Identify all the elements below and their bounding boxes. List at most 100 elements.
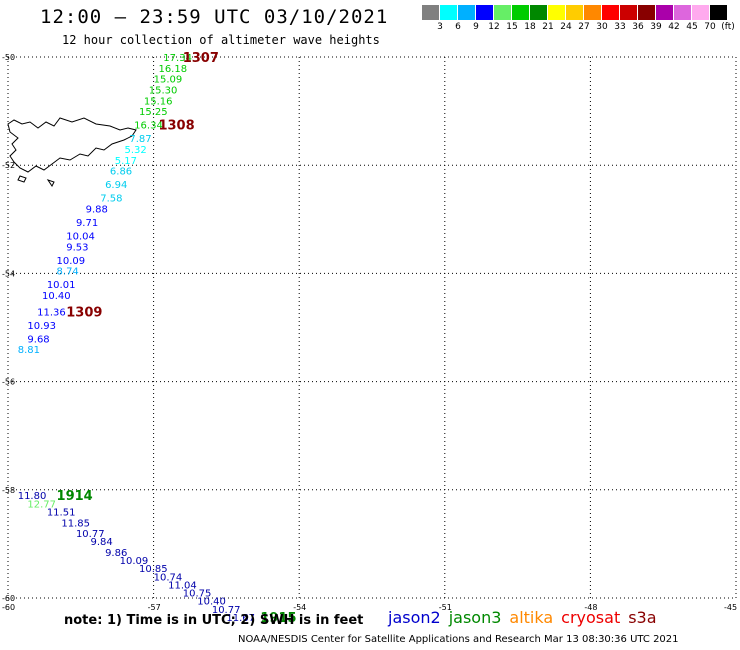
lat-tick-label: -58	[2, 486, 15, 495]
wave-height-value: 11.04	[168, 580, 197, 591]
lon-tick-label: -48	[584, 603, 597, 612]
wave-height-value: 7.58	[100, 194, 122, 205]
lat-lon-grid	[7, 56, 737, 599]
wave-height-value: 10.75	[183, 589, 212, 600]
legend-swatch	[458, 5, 475, 20]
satellite-cryosat: cryosat	[561, 608, 621, 627]
lon-tick-label: -57	[148, 603, 161, 612]
wave-height-value: 16.34	[134, 121, 163, 132]
wave-height-value: 6.86	[110, 167, 132, 178]
wave-height-value: 6.94	[105, 180, 127, 191]
credit-line: NOAA/NESDIS Center for Satellite Applica…	[238, 634, 679, 645]
legend-label: 36	[632, 22, 644, 32]
legend-label: 27	[578, 22, 590, 32]
wave-height-value: 15.16	[144, 96, 173, 107]
pass-number: 1307	[183, 51, 219, 66]
legend-label: 33	[614, 22, 626, 32]
map-subtitle: 12 hour collection of altimeter wave hei…	[62, 33, 380, 47]
footnote: note: 1) Time is in UTC; 2) SWH is in fe…	[64, 613, 364, 628]
falkland-islands-coastline	[7, 117, 137, 187]
wave-height-value: 16.18	[158, 64, 187, 75]
legend-label: 18	[524, 22, 536, 32]
legend-label: (ft)	[721, 22, 735, 32]
wave-height-value: 7.87	[129, 134, 151, 145]
legend-swatch	[584, 5, 601, 20]
wave-height-value: 11.85	[61, 518, 90, 529]
wave-height-value: 11.51	[47, 507, 76, 518]
wave-height-value: 10.85	[139, 564, 168, 575]
lat-tick-label: -50	[2, 53, 15, 62]
wave-height-value: 10.09	[57, 256, 86, 267]
wave-height-value: 15.25	[139, 107, 168, 118]
satellite-jason3: jason3	[448, 608, 502, 627]
wave-height-value: 11.67	[226, 613, 255, 624]
coastline-shape	[7, 117, 137, 173]
satellite-altika: altika	[509, 608, 554, 627]
wave-height-value: 17.34	[163, 53, 192, 64]
legend-swatch	[710, 5, 727, 20]
wave-height-value: 15.09	[154, 75, 183, 86]
lon-tick-label: -45	[724, 603, 737, 612]
wave-height-value: 11.80	[18, 491, 47, 502]
legend-label: 24	[560, 22, 572, 32]
wave-height-value: 10.01	[47, 280, 76, 291]
wave-height-value: 10.04	[66, 232, 95, 243]
satellite-s3a: s3a	[628, 608, 657, 627]
lat-tick-label: -52	[2, 161, 15, 170]
pass-number: 1308	[158, 119, 194, 134]
lat-tick-label: -56	[2, 378, 15, 387]
legend-swatch	[494, 5, 511, 20]
wave-height-labels: 17.3416.1815.0915.3015.1615.2516.347.875…	[18, 53, 255, 624]
legend-swatch	[512, 5, 529, 20]
legend-swatch	[440, 5, 457, 20]
wave-height-value: 8.74	[57, 267, 79, 278]
legend-label: 39	[650, 22, 662, 32]
legend-label: 21	[542, 22, 554, 32]
legend-label: 42	[668, 22, 680, 32]
wave-height-value: 9.84	[91, 537, 113, 548]
legend-label: 12	[488, 22, 500, 32]
map-title: 12:00 – 23:59 UTC 03/10/2021	[40, 6, 389, 28]
wave-height-value: 9.71	[76, 218, 98, 229]
legend-swatch	[422, 5, 439, 20]
wave-height-value: 9.86	[105, 548, 127, 559]
wave-height-value: 9.88	[86, 204, 108, 215]
legend-swatch	[476, 5, 493, 20]
wave-height-value: 5.17	[115, 156, 137, 167]
pass-number: 1915	[260, 611, 296, 626]
wave-height-value: 10.93	[27, 321, 56, 332]
wave-height-value: 8.81	[18, 345, 40, 356]
legend-swatch	[602, 5, 619, 20]
legend-swatch	[620, 5, 637, 20]
pass-number: 1309	[66, 305, 102, 320]
satellite-legend: jason2 jason3 altika cryosat s3a	[388, 608, 665, 627]
legend-swatch	[692, 5, 709, 20]
wave-height-value: 11.36	[37, 307, 66, 318]
pass-number-labels: 1307 1308 1309 1914 1915	[57, 51, 297, 626]
pass-number: 1914	[57, 489, 93, 504]
islet-shape	[46, 179, 55, 187]
wave-height-value: 10.74	[154, 572, 183, 583]
wave-height-value: 9.53	[66, 242, 88, 253]
wave-height-value: 10.77	[212, 605, 241, 616]
wave-height-value: 10.77	[76, 529, 105, 540]
wave-height-value: 5.32	[124, 145, 146, 156]
satellite-jason2: jason2	[388, 608, 441, 627]
legend-swatch	[656, 5, 673, 20]
axis-tick-labels: -50 -52 -54 -56 -58 -60-60 -57 -54 -51 -48 -45	[2, 53, 737, 612]
lon-tick-label: -60	[2, 603, 15, 612]
wave-height-value: 10.40	[197, 597, 226, 608]
wave-height-value: 9.68	[27, 334, 49, 345]
legend-label: 45	[686, 22, 698, 32]
legend-swatch	[566, 5, 583, 20]
wave-height-value: 12.77	[27, 499, 56, 510]
legend-label: 6	[455, 22, 461, 32]
legend-swatch	[638, 5, 655, 20]
lon-tick-label: -54	[293, 603, 306, 612]
wave-height-value: 10.09	[120, 556, 149, 567]
wave-height-value: 15.30	[149, 85, 178, 96]
legend-label: 3	[437, 22, 443, 32]
legend-swatch	[674, 5, 691, 20]
legend-label: 15	[506, 22, 518, 32]
